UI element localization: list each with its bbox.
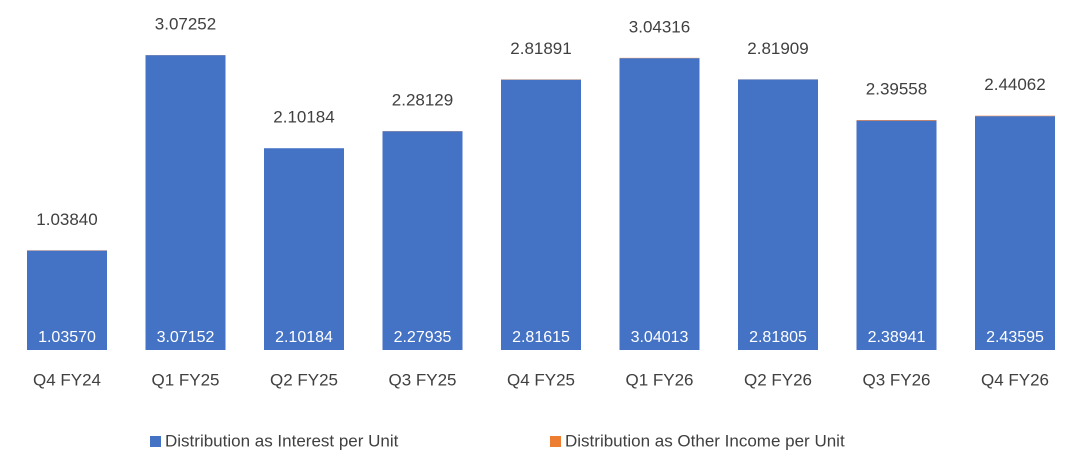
x-tick-label: Q2 FY26 [744,370,812,389]
bar-value-label: 3.04013 [631,329,689,346]
bar-segment [856,120,937,350]
total-label: 2.44062 [984,75,1045,94]
total-label: 2.10184 [273,108,334,127]
x-tick-label: Q3 FY25 [388,370,456,389]
bar-segment [501,79,581,350]
total-label: 3.04316 [629,17,690,36]
bar-value-label: 2.27935 [394,329,452,346]
legend-label: Distribution as Other Income per Unit [565,431,845,450]
total-label: 2.39558 [866,80,927,99]
bar-segment [619,58,700,350]
bar-value-label: 3.07152 [157,329,215,346]
bar-segment [856,120,937,121]
total-label: 2.28129 [392,90,453,109]
bar-value-label: 2.10184 [275,329,333,346]
bar-segment [27,250,107,350]
bar-segment [145,55,226,350]
x-tick-label: Q1 FY25 [151,370,219,389]
x-tick-label: Q4 FY25 [507,370,575,389]
bar-value-label: 1.03570 [38,329,96,346]
total-label: 2.81909 [747,39,808,58]
legend-label: Distribution as Interest per Unit [165,431,399,450]
bar-segment [264,148,344,350]
x-tick-label: Q3 FY26 [862,370,930,389]
total-label: 3.07252 [155,15,216,34]
bar-segment [975,116,1055,350]
x-tick-label: Q4 FY24 [33,370,101,389]
total-label: 2.81891 [510,39,571,58]
bar-segment [382,131,463,350]
legend-swatch [550,436,561,447]
legend-swatch [150,436,161,447]
bar-value-label: 2.38941 [868,329,926,346]
total-label: 1.03840 [36,210,97,229]
bar-value-label: 2.43595 [986,329,1044,346]
x-tick-label: Q1 FY26 [625,370,693,389]
x-tick-label: Q4 FY26 [981,370,1049,389]
bar-segment [738,79,818,351]
bar-value-label: 2.81805 [749,329,807,346]
bar-value-label: 2.81615 [512,329,570,346]
x-tick-label: Q2 FY25 [270,370,338,389]
